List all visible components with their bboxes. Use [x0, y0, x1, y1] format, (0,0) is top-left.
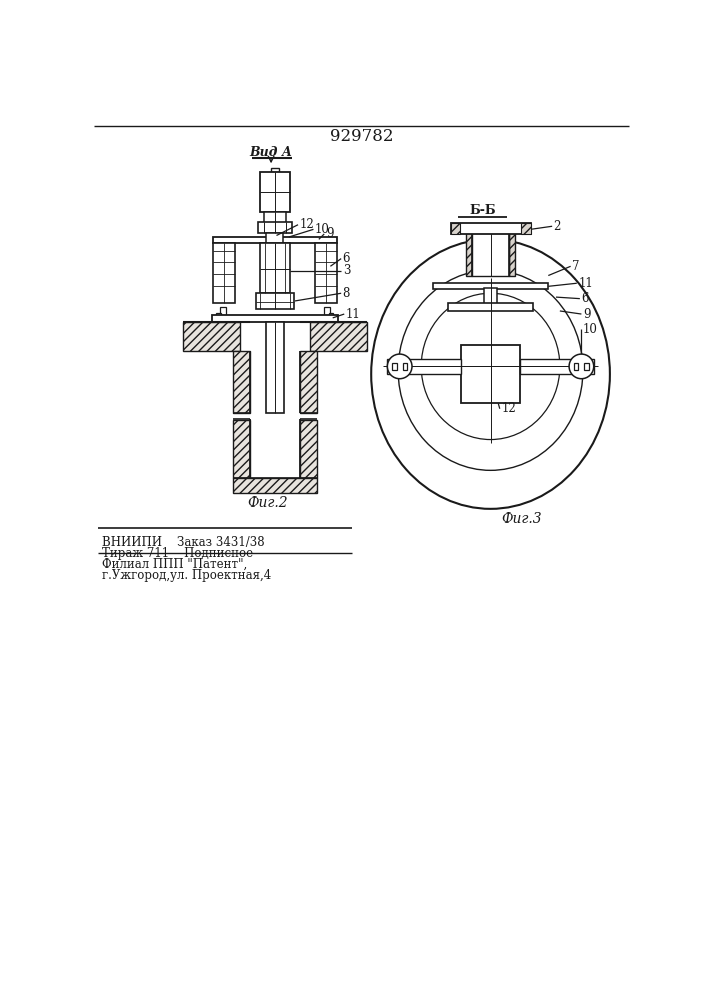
Bar: [472, 231, 509, 276]
Bar: [212, 315, 338, 322]
Bar: [461, 345, 520, 403]
Bar: [322, 243, 330, 250]
Bar: [392, 363, 397, 370]
Bar: [182, 322, 240, 351]
Bar: [330, 249, 335, 254]
Bar: [450, 223, 460, 234]
Text: ВНИИПИ    Заказ 3431/38: ВНИИПИ Заказ 3431/38: [102, 536, 264, 549]
Bar: [403, 363, 407, 370]
Bar: [233, 420, 250, 478]
Text: Б-Б: Б-Б: [469, 204, 496, 217]
Text: 11: 11: [346, 308, 361, 321]
Text: Вид А: Вид А: [250, 146, 293, 159]
Bar: [310, 322, 368, 351]
Bar: [259, 243, 291, 293]
Bar: [264, 212, 286, 223]
Bar: [329, 313, 334, 317]
Bar: [300, 351, 317, 413]
Text: 10: 10: [315, 223, 330, 236]
Bar: [215, 253, 223, 256]
Text: 2: 2: [554, 220, 561, 233]
Bar: [450, 223, 530, 234]
Bar: [520, 359, 595, 374]
Bar: [448, 303, 533, 311]
Text: 6: 6: [581, 292, 589, 305]
Bar: [214, 237, 337, 243]
Bar: [266, 322, 284, 413]
Bar: [315, 243, 337, 303]
Bar: [258, 222, 292, 233]
Text: Фиг.2: Фиг.2: [247, 496, 288, 510]
Bar: [256, 293, 294, 309]
Bar: [327, 253, 335, 256]
Bar: [216, 313, 221, 317]
Text: 12: 12: [300, 218, 315, 231]
Text: 9: 9: [583, 308, 590, 321]
Bar: [216, 249, 221, 254]
Bar: [484, 288, 497, 305]
Text: Тираж 711    Подписное: Тираж 711 Подписное: [102, 547, 253, 560]
Bar: [219, 243, 227, 250]
Text: Фиг.3: Фиг.3: [501, 512, 542, 526]
Bar: [233, 478, 317, 493]
Text: 3: 3: [343, 264, 350, 277]
Text: 11: 11: [578, 277, 593, 290]
Circle shape: [569, 354, 594, 379]
Text: 12: 12: [501, 402, 516, 415]
Bar: [325, 307, 330, 315]
Bar: [521, 223, 530, 234]
Bar: [509, 231, 515, 276]
Bar: [387, 359, 461, 374]
Text: 10: 10: [583, 323, 598, 336]
Text: 9: 9: [326, 227, 333, 240]
Bar: [300, 420, 317, 478]
Bar: [466, 231, 472, 276]
Text: г.Ужгород,ул. Проектная,4: г.Ужгород,ул. Проектная,4: [102, 569, 271, 582]
Bar: [219, 307, 226, 315]
Bar: [573, 363, 578, 370]
Bar: [233, 351, 250, 413]
Bar: [267, 233, 284, 243]
Bar: [214, 243, 235, 303]
Text: 8: 8: [343, 287, 350, 300]
Text: 929782: 929782: [330, 128, 394, 145]
Text: Филиал ППП "Патент",: Филиал ППП "Патент",: [102, 557, 247, 570]
Circle shape: [387, 354, 412, 379]
Text: 6: 6: [343, 252, 350, 265]
Bar: [259, 172, 291, 212]
Bar: [585, 363, 589, 370]
Bar: [433, 283, 549, 289]
Bar: [271, 168, 279, 172]
Text: 7: 7: [572, 260, 580, 273]
Ellipse shape: [371, 239, 610, 509]
